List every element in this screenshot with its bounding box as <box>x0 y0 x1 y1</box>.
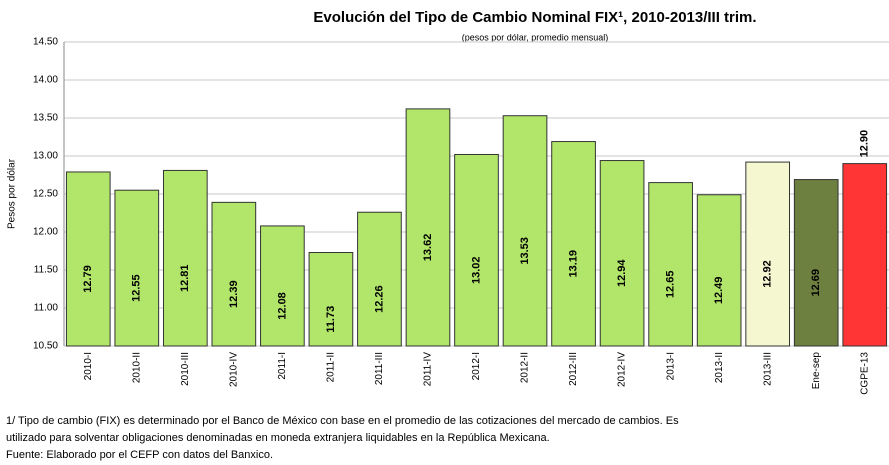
y-tick-label: 14.50 <box>33 37 58 48</box>
x-tick-label: 2010-III <box>180 352 191 386</box>
value-label: 12.26 <box>373 285 385 313</box>
x-tick-label: 2010-I <box>83 352 94 380</box>
value-label: 13.53 <box>519 237 531 265</box>
y-tick-label: 10.50 <box>33 341 58 352</box>
y-tick-label: 13.00 <box>33 151 58 162</box>
y-tick-label: 14.00 <box>33 75 58 86</box>
x-tick-label: 2011-III <box>374 352 385 385</box>
value-label: 13.02 <box>470 256 482 284</box>
bar <box>65 171 111 347</box>
value-label: 12.49 <box>713 277 725 305</box>
bar <box>454 153 499 347</box>
value-label: 12.90 <box>859 130 871 158</box>
value-label: 13.19 <box>567 250 579 278</box>
y-tick-label: 12.50 <box>33 189 58 200</box>
footnote: 1/ Tipo de cambio (FIX) es determinado p… <box>6 415 679 427</box>
bar <box>211 201 257 347</box>
bar <box>599 160 645 347</box>
y-tick-label: 11.00 <box>34 303 59 314</box>
x-tick-label: 2013-III <box>762 352 773 386</box>
y-tick-label: 11.50 <box>34 265 59 276</box>
x-tick-label: 2012-I <box>471 352 482 380</box>
x-tick-label: 2011-II <box>326 352 337 382</box>
value-label: 12.79 <box>82 265 94 293</box>
x-tick-label: Ene-sep <box>811 352 822 390</box>
value-label: 12.55 <box>131 274 143 302</box>
bar <box>793 179 839 347</box>
y-axis-label: Pesos por dólar <box>7 158 18 229</box>
bar <box>648 182 693 347</box>
value-label: 12.81 <box>179 264 191 292</box>
value-label: 12.39 <box>228 280 240 308</box>
y-tick-label: 13.50 <box>33 113 58 124</box>
x-tick-label: 2010-II <box>131 352 142 383</box>
x-tick-label: 2013-II <box>714 352 725 383</box>
value-label: 12.65 <box>665 271 677 299</box>
value-label: 12.69 <box>810 269 822 297</box>
bar <box>405 108 451 347</box>
bar <box>162 169 208 347</box>
bar <box>745 161 791 347</box>
bar <box>308 252 354 347</box>
bar <box>114 189 160 347</box>
bar <box>357 211 402 347</box>
x-tick-label: 2012-IV <box>617 352 628 387</box>
bar <box>260 225 305 347</box>
bar <box>551 141 596 347</box>
chart-subtitle: (pesos por dólar, promedio mensual) <box>462 32 609 42</box>
bar <box>696 194 742 347</box>
value-label: 12.08 <box>276 292 288 320</box>
value-label: 11.73 <box>325 306 337 333</box>
x-tick-label: 2010-IV <box>228 352 239 387</box>
x-tick-label: 2011-IV <box>423 352 434 387</box>
footnote: utilizado para solventar obligaciones de… <box>6 432 550 444</box>
x-tick-label: 2013-I <box>665 352 676 380</box>
value-label: 12.94 <box>616 259 628 287</box>
value-label: 12.92 <box>762 260 774 288</box>
source-note: Fuente: Elaborado por el CEFP con datos … <box>6 449 273 461</box>
bar <box>502 115 548 347</box>
x-tick-label: CGPE-13 <box>859 352 870 395</box>
y-tick-label: 12.00 <box>33 227 58 238</box>
chart-title: Evolución del Tipo de Cambio Nominal FIX… <box>313 9 756 26</box>
bar <box>842 163 888 347</box>
x-tick-label: 2012-III <box>568 352 579 386</box>
x-tick-label: 2011-I <box>277 352 288 380</box>
value-label: 13.62 <box>422 234 434 262</box>
x-tick-label: 2012-II <box>520 352 531 383</box>
